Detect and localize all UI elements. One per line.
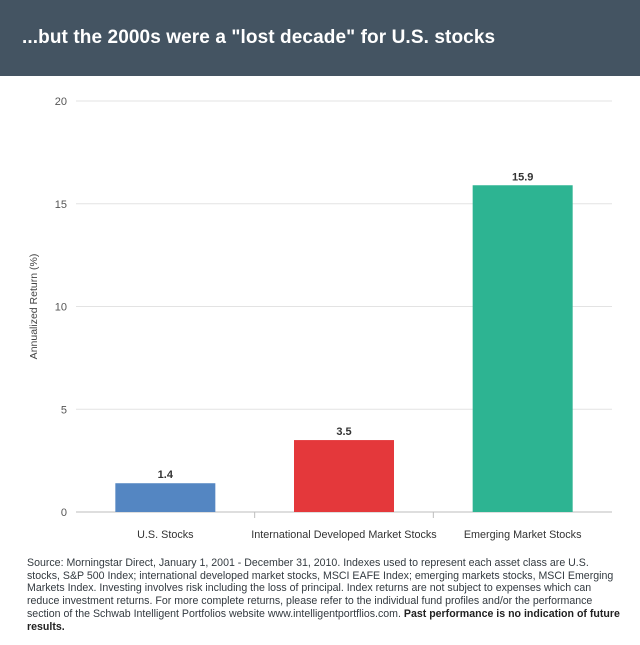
y-tick-label: 15 xyxy=(55,199,67,211)
bar xyxy=(472,185,573,512)
data-label: 1.4 xyxy=(158,469,174,481)
source-text: Source: Morningstar Direct, January 1, 2… xyxy=(27,557,614,620)
x-tick-label: International Developed Market Stocks xyxy=(251,529,437,541)
y-tick-label: 5 xyxy=(61,404,67,416)
data-label: 3.5 xyxy=(336,426,351,438)
y-tick-label: 10 xyxy=(55,302,67,314)
header-banner: ...but the 2000s were a "lost decade" fo… xyxy=(0,0,640,76)
performance-disclaimer: Past performance is no indication of fut… xyxy=(27,607,620,633)
bar xyxy=(115,483,216,512)
x-tick-label: Emerging Market Stocks xyxy=(464,529,582,541)
x-tick-label: U.S. Stocks xyxy=(137,529,194,541)
bar xyxy=(294,440,394,512)
bar-chart: 0 5 10 15 20 Annualized Return (%) 1.4 U.S. Sto… xyxy=(28,96,612,541)
y-tick-label: 20 xyxy=(55,96,67,108)
chart-title: ...but the 2000s were a "lost decade" fo… xyxy=(22,27,496,48)
y-tick-label: 0 xyxy=(61,507,67,519)
data-label: 15.9 xyxy=(512,171,533,183)
y-axis-label: Annualized Return (%) xyxy=(28,254,40,360)
source-note: Source: Morningstar Direct, January 1, 2… xyxy=(27,557,622,633)
